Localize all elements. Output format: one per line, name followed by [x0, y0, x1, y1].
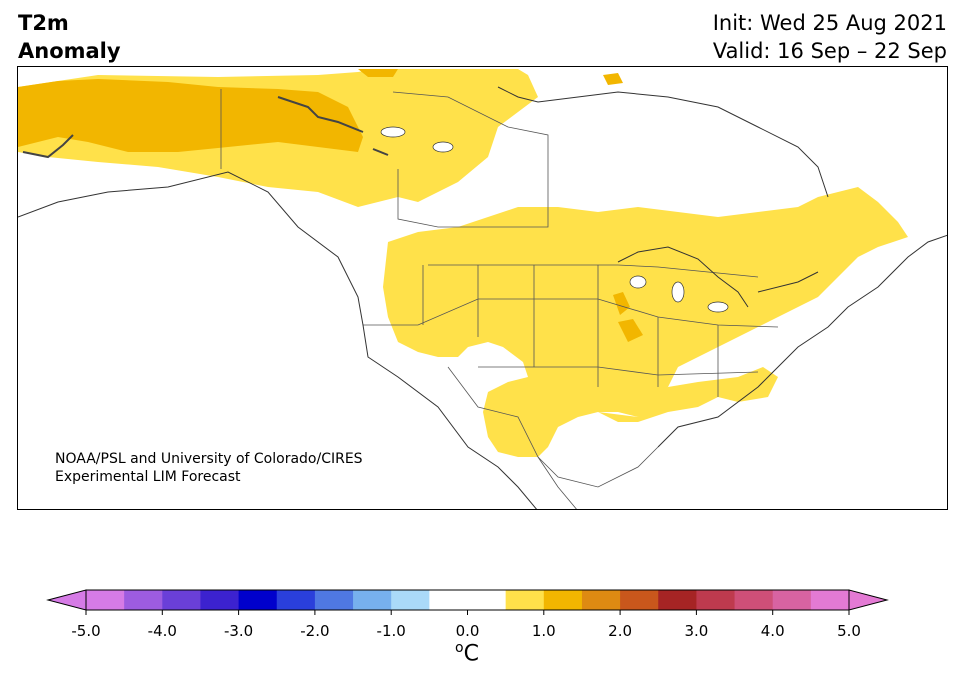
colorbar-ticks: [85, 610, 850, 615]
credit-line-2: Experimental LIM Forecast: [55, 469, 241, 485]
yukon-river: [22, 134, 74, 159]
midwest-gold-spot-1: [613, 292, 630, 315]
colorbar-segment: [162, 590, 201, 610]
forecast-dates: Init: Wed 25 Aug 2021 Valid: 16 Sep – 22…: [713, 9, 947, 65]
colorbar-tick-label: 5.0: [837, 622, 861, 640]
conus-canada-warm-region: [383, 187, 908, 457]
colorbar-segment: [505, 590, 545, 610]
credit-line-1: NOAA/PSL and University of Colorado/CIRE…: [55, 451, 363, 467]
us-canada-border: [428, 264, 759, 278]
colorbar-segment: [86, 590, 125, 610]
hudson-gold-spot: [603, 73, 623, 85]
colorbar-tick-label: 4.0: [760, 622, 785, 640]
midwest-gold-spot-2: [618, 319, 643, 342]
colorbar-segment: [581, 590, 621, 610]
unit-main: C: [463, 641, 479, 667]
colorbar-tick-label: 3.0: [684, 622, 709, 640]
slave-river: [372, 148, 389, 156]
colorbar-segment: [429, 590, 468, 610]
atlantic-coastline: [657, 234, 947, 448]
anomaly-map: [18, 69, 947, 509]
colorbar-segment: [772, 590, 812, 610]
colorbar-tick-label: 1.0: [531, 622, 556, 640]
arctic-gold-region: [358, 69, 398, 77]
gulf-coast-border: [537, 446, 659, 488]
colorbar-segment: [391, 590, 430, 610]
title-line-2: Anomaly: [18, 39, 121, 63]
mackenzie-river: [277, 96, 364, 133]
lakes: [380, 126, 729, 313]
lake-superior: [629, 275, 647, 289]
map-panel: [17, 66, 948, 510]
rivers: [22, 96, 389, 159]
hudson-bay-coastline: [497, 86, 829, 198]
alaska-gold-region: [18, 79, 363, 152]
colorbar-segment: [276, 590, 316, 610]
colorbar-segment: [124, 590, 163, 610]
colorbar-segment: [200, 590, 240, 610]
territory-borders: [392, 91, 549, 167]
colorbar-segment: [467, 590, 507, 610]
st-lawrence-river: [757, 271, 819, 293]
great-lakes-outline: [617, 246, 749, 308]
colorbar-tick-label: -5.0: [71, 622, 101, 640]
political-boundaries: [220, 89, 779, 509]
colorbar-over-arrow: [848, 589, 889, 611]
colorbar-under-arrow: [46, 589, 87, 611]
init-date: Init: Wed 25 Aug 2021: [712, 11, 947, 35]
colorbar-tick-label: 0.0: [455, 622, 480, 640]
colorbar-segments: [85, 589, 850, 611]
plot-title: T2m Anomaly: [18, 9, 121, 65]
colorbar-segment: [810, 590, 850, 610]
province-borders: [397, 167, 549, 228]
unit-superscript: o: [455, 640, 464, 656]
colorbar-tick-label: -2.0: [300, 622, 330, 640]
state-borders-vertical: [422, 265, 719, 397]
colorbar-segment: [543, 590, 583, 610]
us-mexico-border: [447, 366, 577, 509]
colorbar-tick-label: -3.0: [223, 622, 254, 640]
lake-erie: [707, 301, 729, 313]
colorbar: [46, 589, 889, 615]
colorbar-segment: [658, 590, 697, 610]
southeast-warm-region: [598, 367, 778, 422]
colorbar-segment: [314, 590, 354, 610]
great-slave-lake: [380, 126, 406, 138]
pacific-coastline: [18, 171, 537, 509]
state-borders-south: [478, 366, 759, 376]
colorbar-segment: [238, 590, 278, 610]
colorbar-tick-label: 2.0: [608, 622, 633, 640]
colorbar-segment: [353, 590, 392, 610]
title-line-1: T2m: [18, 11, 69, 35]
anomaly-shading-gold: [18, 69, 643, 342]
colorbar-segment: [620, 590, 659, 610]
coastlines: [18, 86, 947, 509]
valid-period: Valid: 16 Sep – 22 Sep: [712, 39, 947, 63]
lake-athabasca: [432, 141, 454, 153]
colorbar-tick-label: -1.0: [376, 622, 406, 640]
colorbar-segment: [696, 590, 736, 610]
state-borders-mid: [363, 298, 779, 328]
colorbar-unit-label: oC: [455, 640, 479, 666]
colorbar-tick-label: -4.0: [147, 622, 177, 640]
colorbar-segment: [734, 590, 774, 610]
credit-text: NOAA/PSL and University of Colorado/CIRE…: [55, 450, 363, 486]
lake-michigan: [671, 281, 685, 303]
